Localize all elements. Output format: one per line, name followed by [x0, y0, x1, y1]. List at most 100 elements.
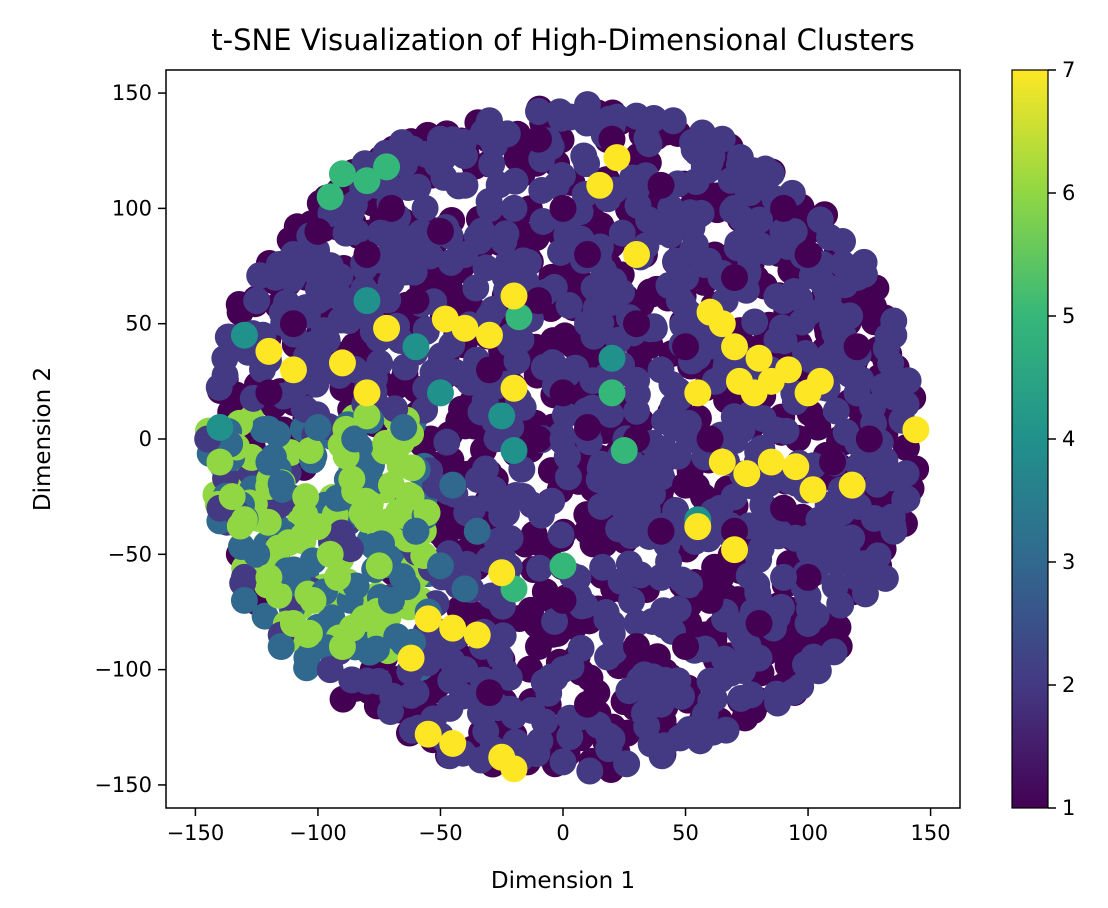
scatter-point — [388, 563, 416, 591]
y-axis-label: Dimension 2 — [30, 367, 56, 511]
scatter-point — [472, 718, 500, 746]
scatter-point — [876, 369, 904, 397]
scatter-point — [411, 194, 439, 222]
scatter-point — [338, 465, 366, 493]
scatter-point — [672, 633, 700, 661]
scatter-point — [755, 470, 783, 498]
scatter-point — [765, 518, 793, 546]
scatter-point — [304, 413, 332, 441]
scatter-point — [488, 559, 516, 587]
scatter-point — [574, 310, 601, 338]
scatter-point — [745, 344, 773, 372]
scatter-point — [451, 171, 479, 199]
scatter-point — [820, 638, 848, 666]
scatter-point — [728, 416, 756, 444]
scatter-point — [476, 321, 503, 349]
scatter-point — [402, 517, 430, 545]
x-tick-label: −50 — [418, 821, 462, 845]
scatter-point — [342, 218, 370, 246]
scatter-point — [292, 483, 320, 511]
scatter-point — [623, 381, 651, 408]
x-tick-label: 0 — [556, 821, 569, 845]
colorbar-tick-label: 7 — [1062, 58, 1075, 82]
scatter-point — [800, 643, 828, 671]
scatter-point — [316, 183, 344, 211]
scatter-point — [770, 563, 798, 591]
scatter-point — [549, 194, 577, 222]
scatter-point — [230, 506, 258, 534]
scatter-point — [267, 633, 295, 661]
scatter-point — [696, 586, 724, 614]
scatter-point — [794, 610, 822, 637]
scatter-point — [495, 663, 523, 691]
scatter-point — [478, 150, 506, 178]
scatter-point — [618, 587, 646, 615]
scatter-point — [377, 471, 405, 499]
scatter-point — [463, 621, 491, 649]
scatter-point — [316, 540, 344, 568]
scatter-point — [721, 264, 749, 292]
scatter-point — [647, 217, 675, 245]
scatter-point — [623, 633, 650, 661]
scatter-point — [399, 135, 427, 163]
scatter-point — [293, 654, 321, 682]
scatter-point — [635, 130, 663, 158]
scatter-point — [696, 148, 724, 176]
scatter-point — [726, 144, 754, 172]
scatter-point — [672, 333, 700, 361]
scatter-point — [243, 540, 271, 568]
scatter-point — [770, 194, 798, 222]
scatter-point — [230, 321, 258, 349]
colorbar-tick-label: 5 — [1062, 304, 1075, 328]
scatter-point — [598, 610, 626, 637]
scatter-point — [426, 379, 454, 407]
x-tick-label: 100 — [788, 821, 828, 845]
scatter-point — [623, 102, 650, 130]
scatter-point — [880, 517, 908, 545]
scatter-point — [599, 288, 627, 316]
scatter-point — [366, 219, 394, 247]
scatter-point — [770, 327, 798, 355]
scatter-point — [549, 748, 577, 776]
scatter-point — [721, 333, 749, 361]
scatter-point — [255, 448, 283, 476]
scatter-point — [372, 429, 400, 457]
x-tick-label: 50 — [672, 821, 699, 845]
scatter-point — [600, 637, 628, 665]
scatter-point — [708, 125, 736, 153]
scatter-point — [353, 379, 381, 407]
scatter-point — [439, 471, 467, 499]
scatter-point — [525, 287, 552, 315]
y-tick-label: 150 — [112, 81, 152, 105]
scatter-point — [476, 107, 503, 135]
scatter-point — [394, 174, 422, 202]
scatter-point — [398, 454, 426, 482]
points-layer — [194, 91, 930, 785]
scatter-point — [501, 167, 529, 195]
scatter-point — [547, 521, 575, 549]
scatter-point — [597, 400, 625, 428]
scatter-point — [368, 530, 396, 558]
scatter-point — [855, 425, 883, 453]
scatter-point — [377, 586, 405, 614]
scatter-point — [822, 397, 850, 425]
scatter-point — [749, 405, 777, 433]
scatter-point — [843, 379, 871, 407]
scatter-point — [377, 194, 405, 222]
scatter-point — [608, 219, 636, 247]
scatter-point — [871, 564, 899, 592]
scatter-point — [353, 287, 381, 315]
y-tick-label: 0 — [139, 427, 152, 451]
colorbar-tick-label: 1 — [1062, 796, 1075, 820]
scatter-point — [598, 344, 626, 372]
x-tick-label: −150 — [167, 821, 225, 845]
scatter-point — [555, 291, 583, 319]
scatter-point — [745, 171, 773, 199]
scatter-point — [328, 633, 356, 661]
scatter-point — [782, 453, 810, 481]
scatter-point — [419, 358, 447, 386]
scatter-point — [892, 460, 920, 488]
scatter-point — [462, 274, 490, 302]
scatter-point — [296, 437, 324, 464]
scatter-point — [254, 508, 282, 536]
